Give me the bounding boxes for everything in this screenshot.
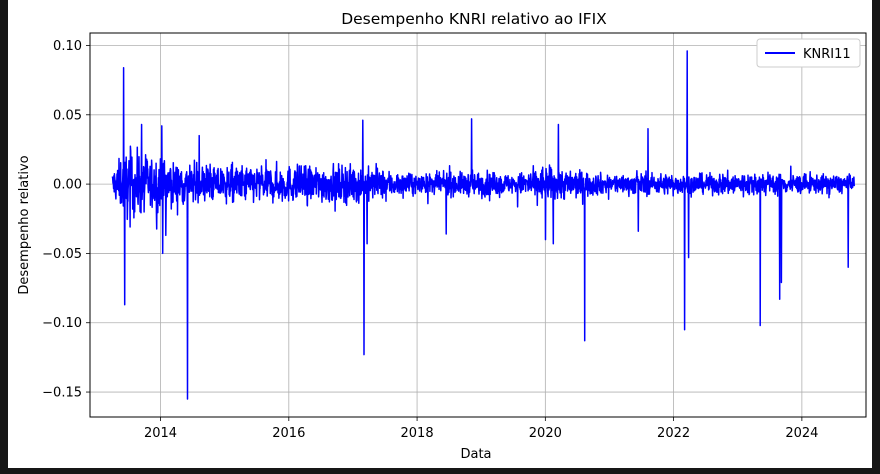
chart-title: Desempenho KNRI relativo ao IFIX [341, 10, 607, 28]
chart-figure: 2014 2016 2018 2020 2022 2024 0.10 0.05 0.00 −0.0… [8, 0, 872, 468]
x-tick-label: 2024 [785, 426, 818, 441]
legend-box [756, 38, 861, 68]
grid-layer [90, 33, 866, 417]
x-tick-label: 2014 [144, 426, 177, 441]
chart-svg: 2014 2016 2018 2020 2022 2024 0.10 0.05 0.00 −0.0… [17, 10, 867, 462]
data-layer [111, 50, 856, 400]
y-tick-label: −0.10 [42, 316, 82, 331]
y-tick-label: 0.05 [53, 108, 82, 123]
y-axis-label: Desempenho relativo [17, 155, 32, 294]
y-tick-label: 0.10 [53, 39, 82, 54]
x-tick-label: 2016 [272, 426, 305, 441]
x-tick-label: 2018 [401, 426, 434, 441]
x-tick-label: 2020 [529, 426, 562, 441]
y-tick-label: −0.15 [42, 386, 82, 401]
x-tick-label: 2022 [657, 426, 690, 441]
legend: KNRI11 [756, 38, 861, 68]
series-line-knri11 [111, 50, 856, 400]
plot-frame [89, 32, 867, 418]
y-tick-label: 0.00 [53, 178, 82, 193]
x-axis-label: Data [460, 447, 491, 462]
legend-label-knri11: KNRI11 [803, 47, 851, 62]
tick-layer: 2014 2016 2018 2020 2022 2024 0.10 0.05 0.00 −0.0… [42, 39, 818, 441]
y-tick-label: −0.05 [42, 247, 82, 262]
